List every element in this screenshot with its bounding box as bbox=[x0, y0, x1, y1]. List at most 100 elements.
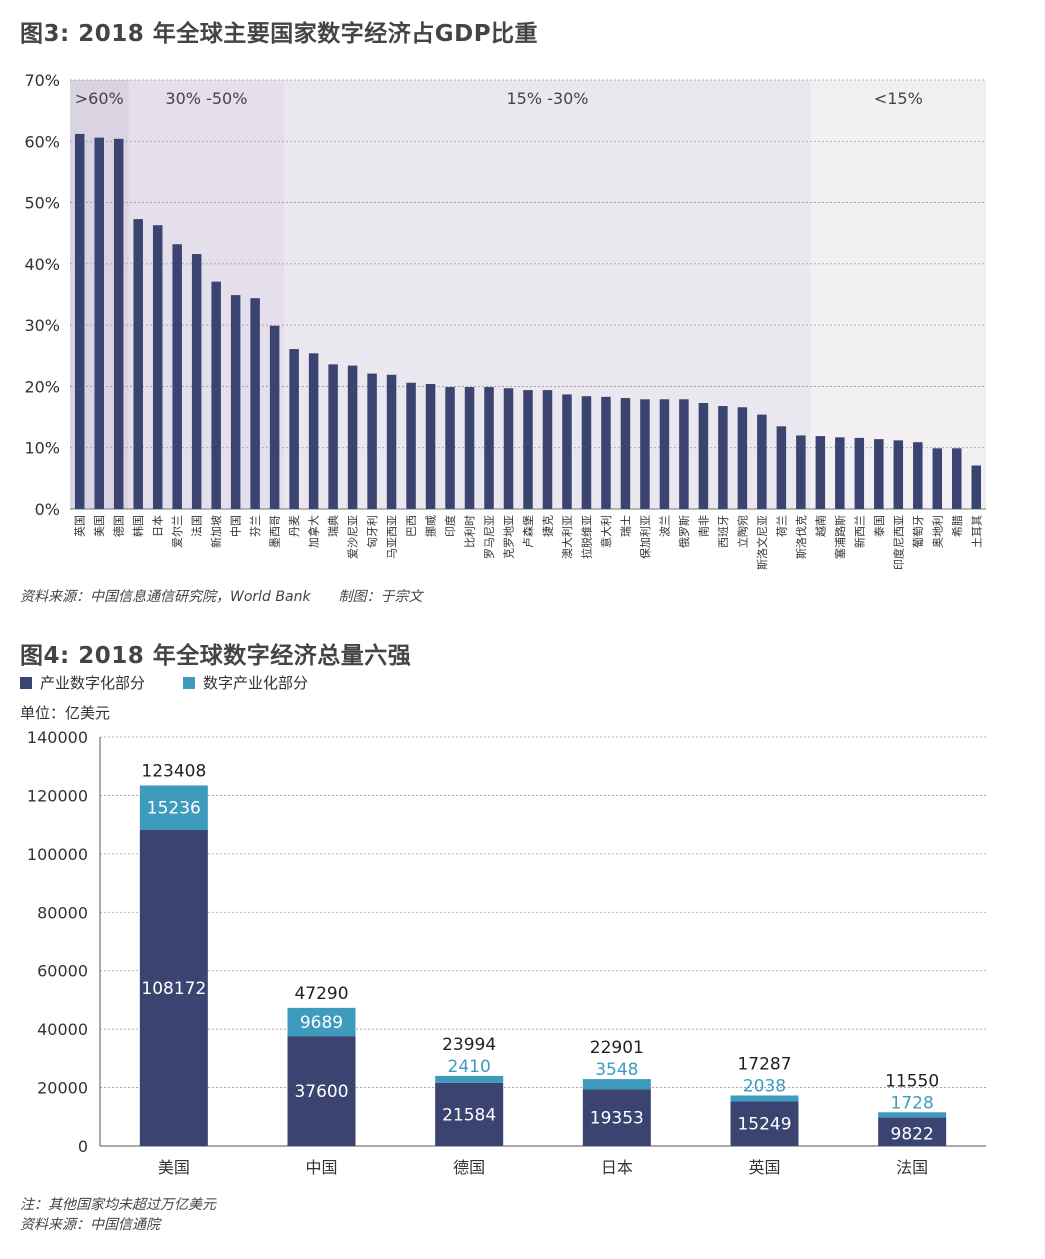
x-tick-label: 印度 bbox=[443, 515, 457, 537]
bar-industrial bbox=[287, 1036, 356, 1146]
bar bbox=[191, 254, 202, 509]
bar bbox=[523, 390, 533, 509]
x-tick-label: 波兰 bbox=[658, 515, 671, 537]
y-tick-label: 60% bbox=[24, 132, 60, 151]
bar-digital bbox=[878, 1112, 947, 1118]
x-tick-label: 巴西 bbox=[405, 515, 418, 537]
bar bbox=[854, 437, 865, 509]
data-label-industrial: 21584 bbox=[442, 1105, 496, 1125]
x-tick-label: 立陶宛 bbox=[735, 515, 749, 548]
x-tick-label: 斯洛伐克 bbox=[794, 515, 808, 559]
x-tick-label: 爱沙尼亚 bbox=[347, 515, 360, 559]
x-tick-label: 加拿大 bbox=[307, 515, 321, 548]
y-tick-label: 40000 bbox=[37, 1020, 88, 1039]
x-tick-label: 印度尼西亚 bbox=[891, 515, 905, 570]
bar bbox=[913, 442, 923, 509]
x-tick-label: 保加利亚 bbox=[638, 515, 652, 559]
x-tick-label: 法国 bbox=[896, 1158, 928, 1177]
bar bbox=[757, 414, 767, 509]
data-label-industrial: 108172 bbox=[141, 979, 206, 999]
band-label-2: 15% -30% bbox=[506, 89, 588, 108]
band-label-1: 30% -50% bbox=[165, 89, 247, 108]
x-tick-label: 美国 bbox=[158, 1158, 190, 1177]
bar bbox=[971, 465, 982, 509]
x-tick-label: 西班牙 bbox=[717, 515, 730, 548]
bar bbox=[250, 298, 260, 509]
y-tick-label: 10% bbox=[24, 439, 60, 458]
legend-swatch-light bbox=[183, 676, 196, 689]
x-tick-label: 马亚西亚 bbox=[386, 515, 399, 559]
bar bbox=[542, 390, 553, 509]
x-tick-label: 丹麦 bbox=[288, 515, 301, 537]
bar bbox=[289, 349, 299, 509]
bar-digital bbox=[582, 1079, 651, 1090]
bar-industrial bbox=[435, 1082, 504, 1146]
x-tick-label: 意大利 bbox=[599, 515, 613, 548]
x-tick-label: 德国 bbox=[453, 1158, 485, 1177]
y-tick-label: 60000 bbox=[37, 962, 88, 981]
x-tick-label: 南非 bbox=[697, 515, 710, 537]
bar bbox=[211, 281, 221, 509]
legend-item-digital: 数字产业化部分 bbox=[183, 672, 308, 693]
x-tick-label: 越南 bbox=[813, 515, 827, 537]
x-tick-label: 比利时 bbox=[464, 515, 477, 548]
bar-digital bbox=[287, 1007, 356, 1037]
data-label-industrial: 19353 bbox=[590, 1109, 644, 1129]
bar bbox=[874, 439, 884, 509]
x-tick-label: 克罗地亚 bbox=[503, 515, 516, 559]
data-label-digital: 3548 bbox=[595, 1060, 638, 1080]
bar bbox=[113, 138, 124, 509]
bar bbox=[815, 436, 826, 509]
figure4-note: 注：其他国家均未超过万亿美元 bbox=[20, 1197, 216, 1213]
y-tick-label: 0% bbox=[35, 500, 60, 519]
bar-industrial bbox=[139, 829, 208, 1146]
y-tick-label: 20% bbox=[24, 377, 60, 396]
x-tick-label: 瑞士 bbox=[618, 515, 632, 537]
data-label-industrial: 15249 bbox=[737, 1115, 791, 1135]
figure4-unit: 单位：亿美元 bbox=[20, 704, 111, 722]
x-tick-label: 德国 bbox=[112, 515, 126, 537]
y-tick-label: 140000 bbox=[27, 728, 88, 747]
bar bbox=[835, 437, 845, 509]
bar-digital bbox=[139, 785, 208, 830]
y-tick-label: 120000 bbox=[27, 786, 88, 805]
x-tick-label: 拉脱维亚 bbox=[579, 515, 593, 559]
bar bbox=[620, 398, 631, 509]
bar bbox=[659, 399, 670, 509]
bar-industrial bbox=[582, 1089, 651, 1146]
bar bbox=[698, 402, 709, 509]
band-label-0: >60% bbox=[75, 89, 124, 108]
y-tick-label: 50% bbox=[24, 194, 60, 213]
x-tick-label: 希腊 bbox=[950, 515, 964, 537]
x-tick-label: 日本 bbox=[601, 1158, 633, 1177]
bar bbox=[952, 448, 962, 509]
bar bbox=[503, 388, 514, 509]
x-tick-label: 荷兰 bbox=[775, 515, 788, 537]
bar bbox=[562, 394, 572, 509]
x-tick-label: 挪威 bbox=[424, 515, 438, 537]
y-tick-label: 70% bbox=[24, 71, 60, 90]
bar bbox=[347, 365, 358, 509]
bar bbox=[796, 435, 806, 509]
bar bbox=[386, 374, 397, 509]
bar bbox=[679, 399, 689, 509]
x-tick-label: 新加坡 bbox=[209, 515, 223, 548]
x-tick-label: 瑞典 bbox=[326, 515, 340, 537]
legend-label-industrial: 产业数字化部分 bbox=[40, 674, 146, 692]
y-tick-label: 0 bbox=[78, 1137, 88, 1156]
x-tick-label: 爱尔兰 bbox=[171, 515, 184, 548]
x-tick-label: 葡萄牙 bbox=[912, 515, 925, 548]
legend-label-digital: 数字产业化部分 bbox=[203, 674, 309, 692]
bar-digital bbox=[435, 1075, 504, 1083]
data-label-digital: 2410 bbox=[448, 1057, 491, 1077]
x-tick-label: 新西兰 bbox=[852, 515, 866, 548]
total-label: 23994 bbox=[442, 1035, 496, 1055]
total-label: 123408 bbox=[141, 761, 206, 781]
y-tick-label: 80000 bbox=[37, 903, 88, 922]
x-tick-label: 匈牙利 bbox=[365, 515, 379, 548]
bar bbox=[718, 406, 728, 509]
x-tick-label: 芬兰 bbox=[249, 515, 262, 537]
total-label: 17287 bbox=[737, 1054, 791, 1074]
total-label: 47290 bbox=[294, 984, 348, 1004]
bar bbox=[269, 325, 280, 509]
